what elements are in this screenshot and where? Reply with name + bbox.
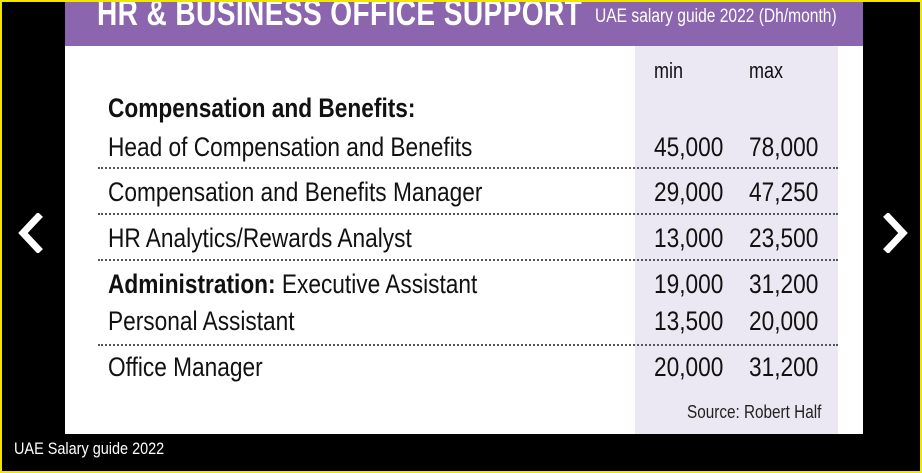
row-min-value: 29,000 [654,177,724,207]
row-divider [98,167,838,169]
row-title: Head of Compensation and Benefits [108,132,473,162]
previous-slide-button[interactable] [10,208,50,258]
row-min-value: 13,500 [654,306,724,336]
image-caption: UAE Salary guide 2022 [14,439,165,458]
row-title: HR Analytics/Rewards Analyst [108,223,412,253]
row-title-administration: Administration: Executive Assistant [108,269,477,300]
row-divider [98,259,838,261]
row-title: Executive Assistant [275,269,478,299]
row-title: Personal Assistant [108,306,295,336]
slide-image: HR & BUSINESS OFFICE SUPPORT UAE salary … [65,2,863,434]
row-max-value: 31,200 [749,352,819,382]
row-max-value: 31,200 [749,269,819,299]
row-max-value: 78,000 [749,132,819,162]
row-min-value: 20,000 [654,352,724,382]
column-header-min: min [654,58,684,83]
source-note: Source: Robert Half [687,402,822,422]
banner-subtitle: UAE salary guide 2022 (Dh/month) [595,6,837,27]
chevron-right-icon [883,213,908,253]
banner-title: HR & BUSINESS OFFICE SUPPORT [97,2,583,33]
chevron-left-icon [18,213,43,253]
row-min-value: 45,000 [654,132,724,162]
row-title: Office Manager [108,352,263,382]
column-header-max: max [749,58,784,83]
banner: HR & BUSINESS OFFICE SUPPORT UAE salary … [65,2,863,46]
row-max-value: 20,000 [749,306,819,336]
row-max-value: 23,500 [749,223,819,253]
row-min-value: 13,000 [654,223,724,253]
section-title-administration: Administration: [108,269,276,299]
row-title: Compensation and Benefits Manager [108,177,483,207]
row-max-value: 47,250 [749,177,819,207]
row-divider [98,213,838,215]
row-divider [98,344,838,346]
section-title-compensation: Compensation and Benefits: [108,93,416,123]
number-column-background [635,46,838,434]
next-slide-button[interactable] [876,208,916,258]
row-min-value: 19,000 [654,269,724,299]
